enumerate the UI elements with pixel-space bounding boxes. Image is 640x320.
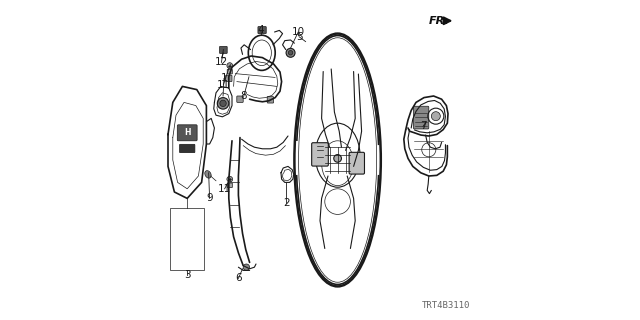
Circle shape bbox=[286, 48, 295, 57]
Text: 7: 7 bbox=[420, 121, 426, 132]
Text: 11: 11 bbox=[217, 80, 230, 90]
Ellipse shape bbox=[288, 51, 293, 55]
FancyBboxPatch shape bbox=[226, 75, 232, 82]
Text: 6: 6 bbox=[235, 273, 242, 284]
Text: FR.: FR. bbox=[428, 16, 449, 26]
FancyBboxPatch shape bbox=[179, 144, 195, 153]
Ellipse shape bbox=[431, 112, 440, 121]
FancyBboxPatch shape bbox=[312, 143, 328, 166]
Ellipse shape bbox=[205, 171, 211, 178]
Text: 1: 1 bbox=[221, 73, 227, 84]
FancyBboxPatch shape bbox=[258, 27, 266, 34]
Text: 4: 4 bbox=[257, 25, 264, 36]
Text: 12: 12 bbox=[215, 57, 228, 68]
Ellipse shape bbox=[334, 155, 342, 162]
FancyBboxPatch shape bbox=[177, 125, 197, 141]
Text: 5: 5 bbox=[296, 32, 303, 42]
Circle shape bbox=[243, 264, 250, 270]
Bar bbox=[170, 208, 204, 270]
Text: 2: 2 bbox=[283, 198, 290, 208]
FancyBboxPatch shape bbox=[227, 183, 232, 188]
Text: 3: 3 bbox=[184, 270, 191, 280]
Text: 10: 10 bbox=[292, 27, 305, 37]
Text: 8: 8 bbox=[241, 91, 247, 101]
FancyBboxPatch shape bbox=[237, 96, 243, 102]
FancyBboxPatch shape bbox=[268, 97, 274, 103]
Circle shape bbox=[218, 98, 229, 109]
FancyBboxPatch shape bbox=[349, 152, 365, 174]
Circle shape bbox=[227, 176, 233, 182]
Text: TRT4B3110: TRT4B3110 bbox=[422, 301, 470, 310]
FancyBboxPatch shape bbox=[227, 69, 232, 74]
Circle shape bbox=[227, 63, 233, 68]
FancyBboxPatch shape bbox=[220, 46, 227, 53]
Text: H: H bbox=[184, 128, 191, 137]
Text: 11: 11 bbox=[218, 184, 231, 194]
Text: 9: 9 bbox=[206, 193, 213, 204]
FancyBboxPatch shape bbox=[413, 106, 429, 129]
Ellipse shape bbox=[220, 100, 227, 107]
